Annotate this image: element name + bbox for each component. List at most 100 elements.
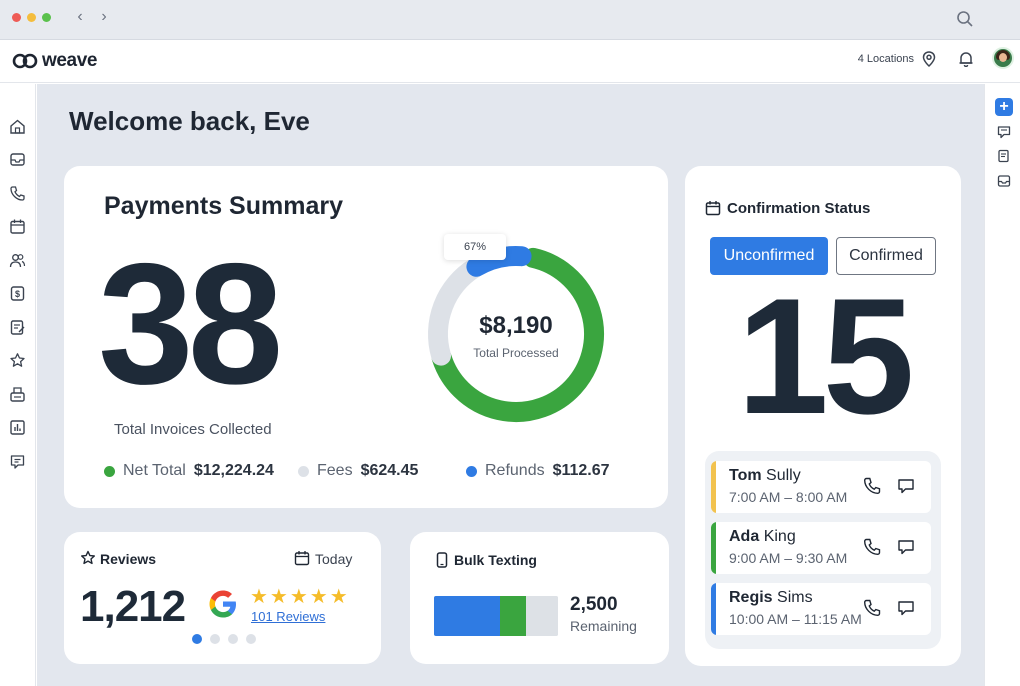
reviews-period[interactable]: Today (315, 551, 353, 567)
total-processed-amount: $8,190 (479, 312, 553, 339)
forward-arrow-icon[interactable]: › (101, 8, 107, 25)
bulk-texting-card[interactable]: Bulk Texting 2,500 Remaining (410, 532, 669, 664)
page-title: Welcome back, Eve (69, 106, 310, 136)
legend-label: Fees (317, 462, 353, 479)
svg-text:$: $ (15, 289, 20, 299)
calendar-icon (294, 551, 310, 566)
contacts-icon[interactable] (9, 252, 26, 269)
appointment-time: 10:00 AM – 11:15 AM (729, 611, 862, 627)
browser-chrome: ‹ › (0, 0, 1020, 40)
forms-icon[interactable] (9, 319, 26, 336)
donut-segment-net-total[interactable] (431, 247, 604, 422)
appointment-patient-name: Ada King (729, 528, 796, 545)
appointment-item[interactable]: Tom Sully 7:00 AM – 8:00 AM (711, 461, 931, 513)
legend-dot-net-total (104, 465, 115, 477)
appointment-status-bar (711, 522, 716, 574)
user-avatar[interactable] (992, 47, 1014, 69)
search-icon[interactable] (956, 10, 974, 28)
bulk-usage-segment (499, 596, 526, 636)
appointment-time: 9:00 AM – 9:30 AM (729, 550, 848, 566)
window-minimize-dot[interactable] (27, 13, 36, 22)
confirmation-status-title: Confirmation Status (727, 200, 871, 217)
appointment-status-bar (711, 461, 716, 513)
notes-icon[interactable] (997, 149, 1011, 163)
remaining-label: Remaining (570, 618, 637, 634)
legend-dot-refunds (466, 465, 477, 477)
legend-refunds: Refunds $112.67 (466, 462, 610, 480)
star-icon (81, 550, 95, 565)
phone-icon[interactable] (9, 185, 26, 202)
payments-icon[interactable]: $ (9, 285, 26, 302)
pager-dot[interactable] (192, 634, 202, 644)
appointment-time: 7:00 AM – 8:00 AM (729, 489, 848, 505)
invoices-collected-label: Total Invoices Collected (114, 421, 272, 438)
pager-dot[interactable] (228, 634, 238, 644)
message-chat-icon[interactable] (897, 599, 915, 617)
mobile-phone-icon (436, 552, 448, 568)
back-arrow-icon[interactable]: ‹ (77, 8, 83, 25)
analytics-icon[interactable] (9, 419, 26, 436)
legend-dot-fees (298, 465, 309, 477)
bulk-usage-bar (434, 596, 558, 636)
tab-confirmed[interactable]: Confirmed (836, 237, 936, 275)
google-logo-icon (209, 590, 236, 618)
weave-logo[interactable]: weave (12, 50, 97, 72)
main-dashboard: Welcome back, Eve Payments Summary 38 To… (37, 84, 984, 686)
home-icon[interactable] (9, 118, 26, 135)
reviews-title: Reviews (100, 551, 157, 567)
weave-logo-icon (12, 53, 38, 69)
pager-dot[interactable] (210, 634, 220, 644)
message-chat-icon[interactable] (897, 477, 915, 495)
rating-stars: ★★★★★ (250, 586, 350, 608)
appointment-list: Tom Sully 7:00 AM – 8:00 AM Ada King 9:0… (705, 451, 941, 649)
logo-text: weave (42, 50, 98, 71)
appointment-patient-name: Regis Sims (729, 589, 813, 606)
notifications-bell-icon[interactable] (958, 51, 974, 67)
percent-badge: 67% (444, 234, 506, 260)
bulk-usage-segment (434, 596, 500, 636)
legend-value: $112.67 (552, 462, 610, 479)
right-sidebar: + (984, 84, 1020, 686)
locations-selector[interactable]: 4 Locations (857, 53, 914, 65)
window-maximize-dot[interactable] (42, 13, 51, 22)
appointment-item[interactable]: Regis Sims 10:00 AM – 11:15 AM (711, 583, 931, 635)
legend-value: $12,224.24 (193, 462, 274, 479)
call-phone-icon[interactable] (863, 538, 881, 556)
left-sidebar: $ (0, 84, 36, 686)
payments-summary-card[interactable]: Payments Summary 38 Total Invoices Colle… (64, 166, 668, 508)
appointment-patient-name: Tom Sully (729, 467, 801, 484)
confirmation-status-card: Confirmation Status Unconfirmed Confirme… (685, 166, 961, 666)
help-icon[interactable] (9, 453, 26, 470)
bulk-usage-segment (525, 596, 558, 636)
legend-fees: Fees $624.45 (298, 462, 418, 480)
add-icon[interactable]: + (995, 98, 1013, 116)
window-close-dot[interactable] (12, 13, 21, 22)
legend-label: Net Total (123, 462, 186, 479)
bulk-texting-title: Bulk Texting (454, 552, 537, 568)
reviews-icon[interactable] (9, 352, 26, 369)
payments-summary-title: Payments Summary (104, 192, 344, 220)
legend-label: Refunds (485, 462, 545, 479)
invoices-collected-count: 38 (98, 228, 283, 420)
reviews-card[interactable]: Reviews Today 1,212 ★★★★★ 101 Reviews (64, 532, 381, 664)
calendar-icon[interactable] (9, 218, 26, 235)
tab-unconfirmed[interactable]: Unconfirmed (710, 237, 828, 275)
total-processed-label: Total Processed (473, 346, 559, 360)
donut-segment-fees[interactable] (428, 257, 485, 366)
appointment-item[interactable]: Ada King 9:00 AM – 9:30 AM (711, 522, 931, 574)
location-pin-icon[interactable] (922, 51, 936, 67)
reviews-count: 1,212 (80, 582, 186, 631)
reviews-link[interactable]: 101 Reviews (251, 609, 326, 624)
fax-icon[interactable] (9, 386, 26, 403)
messages-icon[interactable] (997, 125, 1011, 139)
legend-value: $624.45 (360, 462, 419, 479)
call-phone-icon[interactable] (863, 477, 881, 495)
message-chat-icon[interactable] (897, 538, 915, 556)
legend-net-total: Net Total $12,224.24 (104, 462, 274, 480)
pager-dot[interactable] (246, 634, 256, 644)
inbox-tray-icon[interactable] (997, 174, 1011, 188)
app-header: weave 4 Locations (0, 41, 1020, 83)
inbox-icon[interactable] (9, 151, 26, 168)
call-phone-icon[interactable] (863, 599, 881, 617)
appointment-status-bar (711, 583, 716, 635)
